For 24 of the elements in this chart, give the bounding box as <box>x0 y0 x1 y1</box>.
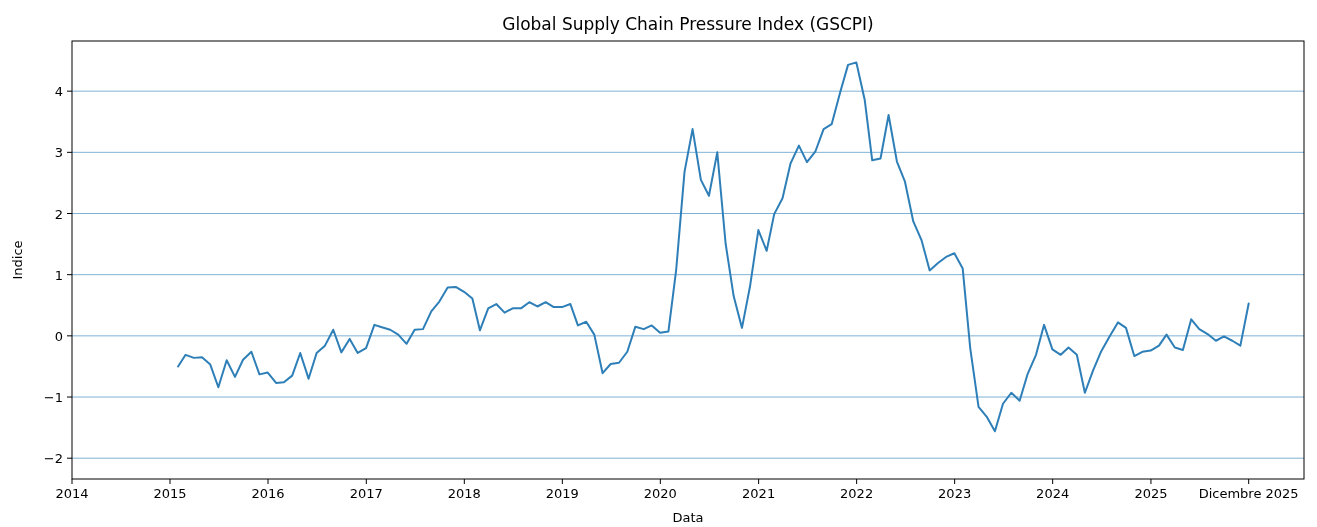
x-tick-label: Dicembre 2025 <box>1198 486 1299 501</box>
x-tick-label: 2015 <box>153 486 187 501</box>
x-tick-label: 2022 <box>840 486 874 501</box>
x-tick-label: 2017 <box>349 486 383 501</box>
y-tick-label: 4 <box>54 84 63 100</box>
x-tick-label: 2023 <box>938 486 972 501</box>
x-tick-label: 2024 <box>1036 486 1070 501</box>
x-tick-label: 2020 <box>643 486 677 501</box>
y-tick-label: −2 <box>43 451 63 467</box>
y-tick-label: 0 <box>54 328 63 344</box>
y-tick-label: 1 <box>54 267 63 283</box>
y-axis-title: Indice <box>10 240 25 280</box>
x-tick-label: 2021 <box>742 486 776 501</box>
x-tick-label: 2014 <box>55 486 89 501</box>
y-tick-label: −1 <box>43 390 63 406</box>
y-tick-label: 3 <box>54 145 63 161</box>
chart-title: Global Supply Chain Pressure Index (GSCPI) <box>502 14 874 34</box>
x-tick-label: 2025 <box>1134 486 1168 501</box>
x-tick-label: 2016 <box>251 486 285 501</box>
y-tick-label: 2 <box>54 206 63 222</box>
line-series <box>177 61 1250 433</box>
x-tick-label: 2019 <box>545 486 579 501</box>
x-axis-title: Data <box>672 510 704 525</box>
x-tick-label: 2018 <box>447 486 481 501</box>
